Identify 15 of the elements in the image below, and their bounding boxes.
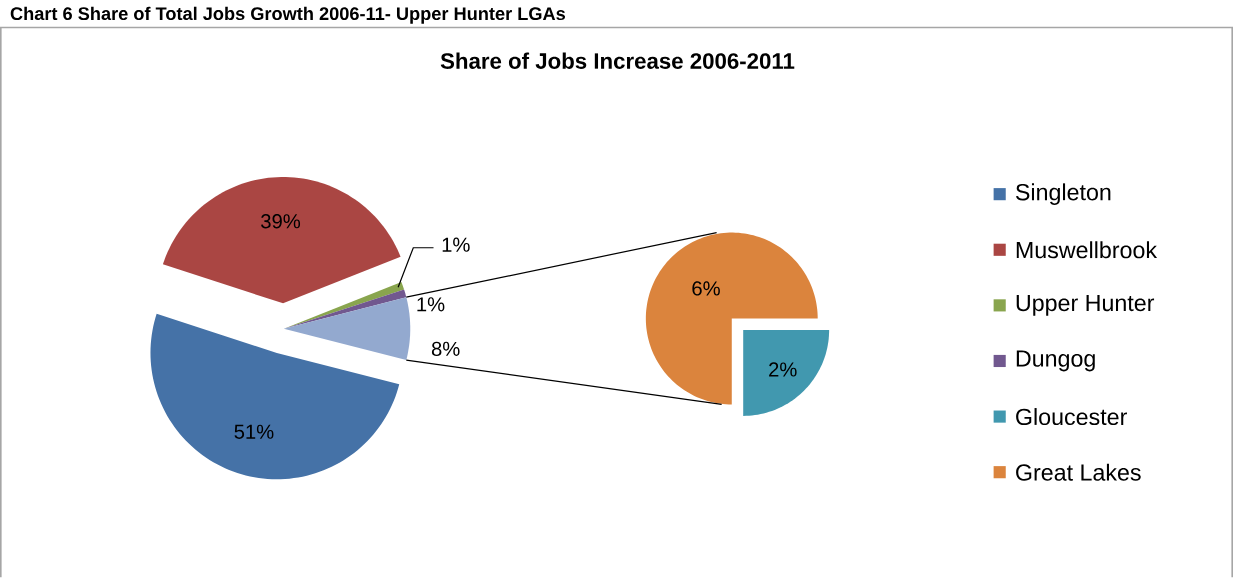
chart-title: Chart 6 Share of Total Jobs Growth 2006-11- Upper Hunter LGAs (10, 6, 566, 24)
data-label: 8% (431, 341, 460, 356)
data-label: 6% (692, 281, 720, 296)
chart-subtitle: Share of Jobs Increase 2006-2011 (440, 52, 795, 69)
legend-label: Dungog (1016, 350, 1095, 372)
legend-label: Gloucester (1016, 407, 1127, 426)
data-label: 2% (769, 362, 797, 377)
legend-label: Great Lakes (1016, 463, 1141, 481)
data-label: 1% (417, 297, 445, 312)
data-label: 1% (442, 237, 470, 252)
data-label: 51% (234, 424, 274, 439)
legend-label: Upper Hunter (1016, 294, 1155, 316)
data-label: 39% (261, 214, 301, 229)
legend-label: Singleton (1015, 183, 1111, 205)
legend-label: Muswellbrook (1016, 241, 1158, 259)
